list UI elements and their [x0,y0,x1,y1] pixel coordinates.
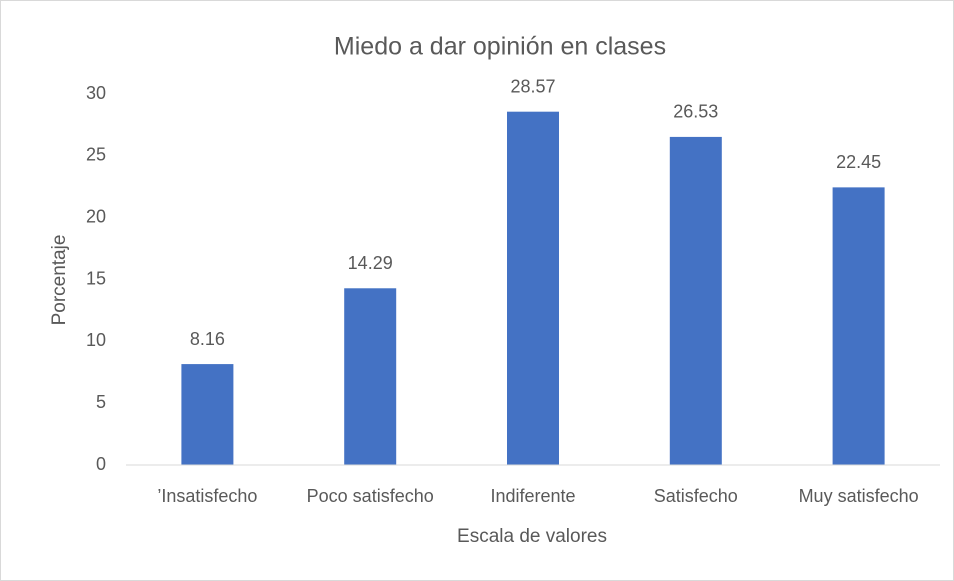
bar [669,136,722,465]
data-label: 8.16 [190,329,225,349]
y-tick-label: 30 [86,83,106,103]
x-tick-label: ’Insatisfecho [157,486,257,506]
y-tick-label: 5 [96,392,106,412]
x-tick-label: Poco satisfecho [307,486,434,506]
bar [832,187,885,465]
data-label: 14.29 [348,253,393,273]
x-tick-label: Satisfecho [654,486,738,506]
y-tick-label: 25 [86,145,106,165]
bar [507,111,559,466]
data-label: 28.57 [510,76,555,96]
y-tick-label: 20 [86,206,106,226]
x-tick-label: Muy satisfecho [799,486,919,506]
y-tick-label: 10 [86,330,106,350]
bar [344,288,397,465]
data-label: 26.53 [673,102,718,122]
x-axis-title: Escala de valores [457,526,607,547]
x-tick-label: Indiferente [490,486,575,506]
data-label: 22.45 [836,152,881,172]
chart-title: Miedo a dar opinión en clases [334,33,666,61]
y-tick-label: 0 [96,454,106,474]
y-axis-title: Porcentaje [49,235,70,326]
y-tick-label: 15 [86,268,106,288]
bar [181,364,234,465]
